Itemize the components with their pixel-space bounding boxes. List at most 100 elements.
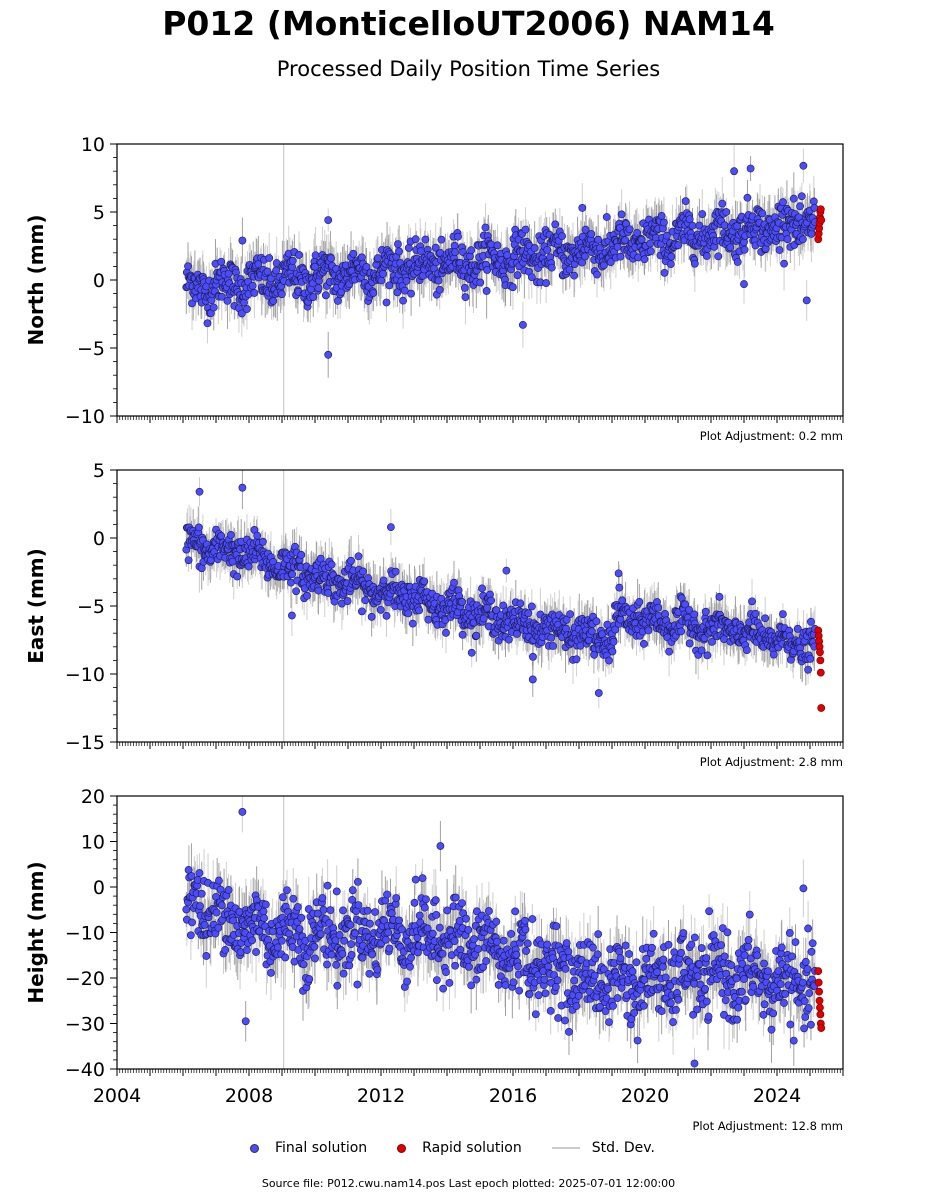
final-solution-point xyxy=(578,204,587,212)
final-solution-point xyxy=(303,591,311,600)
final-solution-point xyxy=(343,597,352,605)
final-solution-point xyxy=(513,630,521,638)
final-solution-point xyxy=(478,584,486,593)
final-solution-point xyxy=(666,260,675,269)
final-solution-point xyxy=(779,610,787,619)
final-solution-point xyxy=(609,637,618,646)
final-solution-point xyxy=(587,627,596,636)
rapid-solution-point xyxy=(816,648,824,657)
final-solution-point xyxy=(646,239,655,248)
final-solution-point xyxy=(479,614,488,623)
final-solution-point xyxy=(250,289,259,297)
final-solution-point xyxy=(618,596,627,605)
chart-title: P012 (MonticelloUT2006) NAM14 xyxy=(162,4,775,43)
final-solution-point xyxy=(404,609,413,618)
final-solution-point xyxy=(528,675,537,684)
final-solution-point xyxy=(708,637,716,646)
final-solution-point xyxy=(227,531,235,539)
std-dev-bars xyxy=(185,470,816,709)
final-solution-point xyxy=(379,269,387,278)
y-tick-label: −5 xyxy=(77,338,105,360)
final-solution-point xyxy=(321,291,330,300)
final-solution-point xyxy=(324,216,333,225)
final-solution-point xyxy=(660,268,669,277)
final-solution-point xyxy=(402,277,411,285)
final-solution-point xyxy=(804,665,812,674)
final-solution-point xyxy=(581,252,589,261)
final-solution-point xyxy=(233,572,242,581)
final-solution-point xyxy=(702,252,711,260)
final-solution-point xyxy=(311,251,320,260)
final-solution-point xyxy=(395,247,403,256)
final-solution-point xyxy=(377,276,386,285)
final-solution-point xyxy=(314,586,323,595)
final-solution-point xyxy=(458,598,466,606)
final-solution-point xyxy=(740,245,749,254)
final-solution-point xyxy=(292,587,301,596)
final-solution-point xyxy=(483,603,492,612)
final-solution-point xyxy=(399,296,407,305)
final-solution-point xyxy=(519,320,527,329)
final-solution-point xyxy=(740,280,748,288)
rapid-solution-point xyxy=(817,704,826,712)
final-solution-point xyxy=(184,556,193,565)
final-solution-point xyxy=(382,298,391,307)
final-solution-point xyxy=(799,235,807,244)
final-solution-point xyxy=(194,523,203,532)
final-solution-point xyxy=(615,583,624,592)
final-solution-point xyxy=(238,236,247,245)
final-solution-point xyxy=(442,628,450,637)
final-solution-point xyxy=(374,254,382,263)
final-solution-point xyxy=(621,236,629,245)
final-solution-point xyxy=(527,602,536,611)
final-solution-point xyxy=(681,197,690,206)
final-solution-point xyxy=(616,252,625,261)
final-solution-point xyxy=(661,610,669,618)
final-solution-point xyxy=(424,615,433,624)
final-solution-point xyxy=(295,251,303,259)
final-solution-point xyxy=(411,235,420,244)
final-solution-point xyxy=(224,269,233,278)
final-solution-point xyxy=(482,287,491,295)
final-solution-point xyxy=(807,229,816,238)
y-tick-label: 0 xyxy=(93,528,105,550)
final-solution-point xyxy=(742,646,751,654)
final-solution-point xyxy=(602,213,611,221)
final-solution-point xyxy=(416,247,425,256)
final-solution-point xyxy=(769,650,778,659)
final-solution-point xyxy=(461,293,470,302)
final-solution-point xyxy=(458,630,467,639)
y-axis-label: North (mm) xyxy=(24,214,48,345)
final-solution-point xyxy=(460,284,469,292)
final-solution-point xyxy=(354,552,363,561)
final-solution-point xyxy=(565,265,574,274)
final-solution-point xyxy=(722,208,731,216)
final-solution-point xyxy=(746,164,755,173)
final-solution-point xyxy=(259,537,267,546)
final-solution-point xyxy=(581,225,590,234)
final-solution-point xyxy=(613,242,622,251)
final-solution-point xyxy=(605,656,613,665)
final-solution-point xyxy=(288,256,297,265)
final-solution-point xyxy=(421,235,430,244)
final-solution-point xyxy=(633,228,641,237)
final-solution-point xyxy=(358,607,366,616)
final-solution-point xyxy=(265,254,274,262)
final-solution-point xyxy=(802,296,811,305)
final-solution-point xyxy=(654,603,663,612)
y-tick-label: −10 xyxy=(65,406,105,428)
final-solution-point xyxy=(217,257,226,266)
final-solution-point xyxy=(740,238,748,247)
final-solution-point xyxy=(594,235,603,244)
final-solution-point xyxy=(327,254,335,263)
y-tick-label: 0 xyxy=(93,270,105,292)
final-solution-point xyxy=(606,258,615,266)
final-solution-point xyxy=(789,194,798,203)
final-solution-points xyxy=(182,161,819,359)
final-solution-point xyxy=(674,241,683,250)
final-solution-point xyxy=(592,617,601,626)
final-solution-point xyxy=(386,523,395,532)
final-solution-point xyxy=(400,286,409,295)
final-solution-point xyxy=(272,266,281,275)
